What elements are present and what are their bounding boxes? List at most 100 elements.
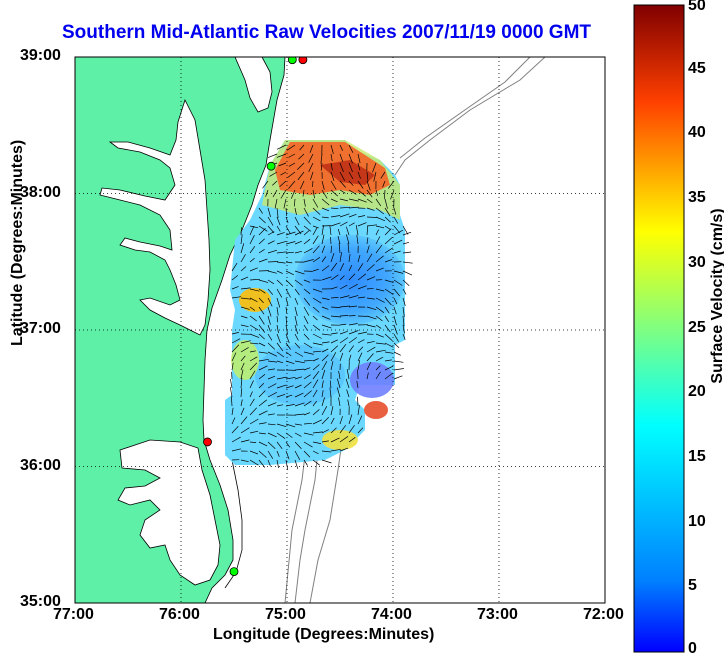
velocity-arrow xyxy=(249,370,256,380)
colorbar xyxy=(633,4,685,653)
velocity-arrow xyxy=(366,340,375,344)
velocity-arrow xyxy=(329,225,332,236)
velocity-arrow xyxy=(384,372,394,380)
velocity-arrow xyxy=(240,324,249,328)
velocity-arrow xyxy=(299,144,305,151)
velocity-arrow xyxy=(285,225,291,234)
velocity-arrow xyxy=(276,432,286,439)
velocity-arrow xyxy=(308,162,314,172)
velocity-arrow xyxy=(355,225,359,236)
velocity-arrow xyxy=(312,342,323,346)
velocity-arrow xyxy=(258,374,266,380)
y-tick-label: 38:00 xyxy=(20,183,61,201)
velocity-arrow xyxy=(402,288,407,295)
velocity-arrow xyxy=(294,333,299,341)
velocity-arrow xyxy=(384,288,394,295)
velocity-arrow xyxy=(339,416,343,425)
velocity-arrow xyxy=(312,409,320,416)
velocity-arrow xyxy=(366,224,377,227)
velocity-arrow xyxy=(279,180,287,188)
velocity-arrow xyxy=(375,255,384,263)
velocity-arrow xyxy=(384,342,394,348)
velocity-arrow xyxy=(375,207,385,215)
velocity-arrow xyxy=(303,412,311,416)
stations xyxy=(203,57,308,577)
velocity-arrow xyxy=(267,423,276,426)
velocity-arrow xyxy=(276,153,287,158)
velocity-arrow xyxy=(240,369,244,380)
velocity-arrow xyxy=(267,261,279,263)
velocity-arrow xyxy=(339,144,344,151)
velocity-arrow xyxy=(294,297,299,305)
velocity-arrow xyxy=(231,417,236,425)
velocity-arrow xyxy=(249,430,259,434)
velocity-arrow xyxy=(357,339,365,344)
velocity-arrow xyxy=(303,297,311,306)
velocity-arrow xyxy=(393,250,401,254)
velocity-arrow xyxy=(299,180,305,190)
velocity-arrow xyxy=(339,171,346,181)
velocity-arrow xyxy=(321,245,326,254)
velocity-arrow xyxy=(357,263,364,272)
velocity-arrow xyxy=(267,375,276,380)
velocity-arrow xyxy=(285,270,294,276)
velocity-arrow xyxy=(312,235,319,245)
velocity-arrow xyxy=(231,275,239,281)
velocity-arrow xyxy=(294,392,304,398)
velocity-arrow xyxy=(329,387,332,398)
velocity-arrow xyxy=(258,216,266,224)
velocity-arrow xyxy=(384,365,394,371)
velocity-arrow xyxy=(267,306,272,317)
velocity-arrow xyxy=(303,441,313,448)
velocity-arrow xyxy=(321,297,330,300)
velocity-arrow xyxy=(240,399,243,407)
station-marker xyxy=(266,161,276,171)
velocity-arrow xyxy=(346,389,350,398)
velocity-arrow xyxy=(293,198,296,207)
station-marker xyxy=(287,57,297,65)
station-marker xyxy=(229,567,239,577)
x-tick-label: 73:00 xyxy=(477,606,518,623)
velocity-arrow xyxy=(285,231,296,236)
velocity-arrow xyxy=(384,207,391,217)
velocity-arrow xyxy=(375,342,386,345)
velocity-arrow xyxy=(308,153,314,163)
velocity-arrow xyxy=(240,427,250,434)
velocity-arrow xyxy=(312,358,319,362)
velocity-arrow xyxy=(330,286,338,290)
pamlico-sound xyxy=(117,439,221,586)
velocity-arrow xyxy=(258,227,266,236)
velocity-arrow xyxy=(330,345,339,353)
velocity-arrow xyxy=(285,404,295,407)
velocity-arrow xyxy=(384,237,393,245)
velocity-arrow xyxy=(357,162,361,171)
velocity-arrow xyxy=(258,258,268,263)
velocity-arrow xyxy=(346,369,350,380)
velocity-arrow xyxy=(357,222,367,227)
velocity-arrow xyxy=(357,198,367,203)
velocity-arrow xyxy=(312,227,318,236)
velocity-arrow xyxy=(276,342,284,352)
velocity-arrow xyxy=(231,448,242,452)
velocity-arrow xyxy=(258,365,268,371)
velocity-arrow xyxy=(321,333,332,336)
velocity-arrow xyxy=(393,207,397,215)
velocity-arrow xyxy=(294,306,298,316)
velocity-arrow xyxy=(258,238,265,245)
velocity-arrow xyxy=(339,162,344,173)
velocity-arrow xyxy=(231,338,241,344)
velocity-arrow xyxy=(312,225,319,229)
velocity-arrow xyxy=(393,229,403,236)
velocity-arrow xyxy=(330,162,333,171)
velocity-arrow xyxy=(249,459,259,466)
velocity-arrow xyxy=(357,352,363,362)
velocity-arrow xyxy=(312,315,318,321)
velocity-arrow xyxy=(330,198,338,203)
velocity-arrow xyxy=(294,288,300,296)
velocity-arrow xyxy=(288,162,296,167)
velocity-arrow xyxy=(345,378,350,389)
velocity-arrow xyxy=(276,351,285,358)
velocity-arrow xyxy=(267,216,274,226)
velocity-arrow xyxy=(321,234,325,245)
velocity-arrow xyxy=(330,297,339,299)
